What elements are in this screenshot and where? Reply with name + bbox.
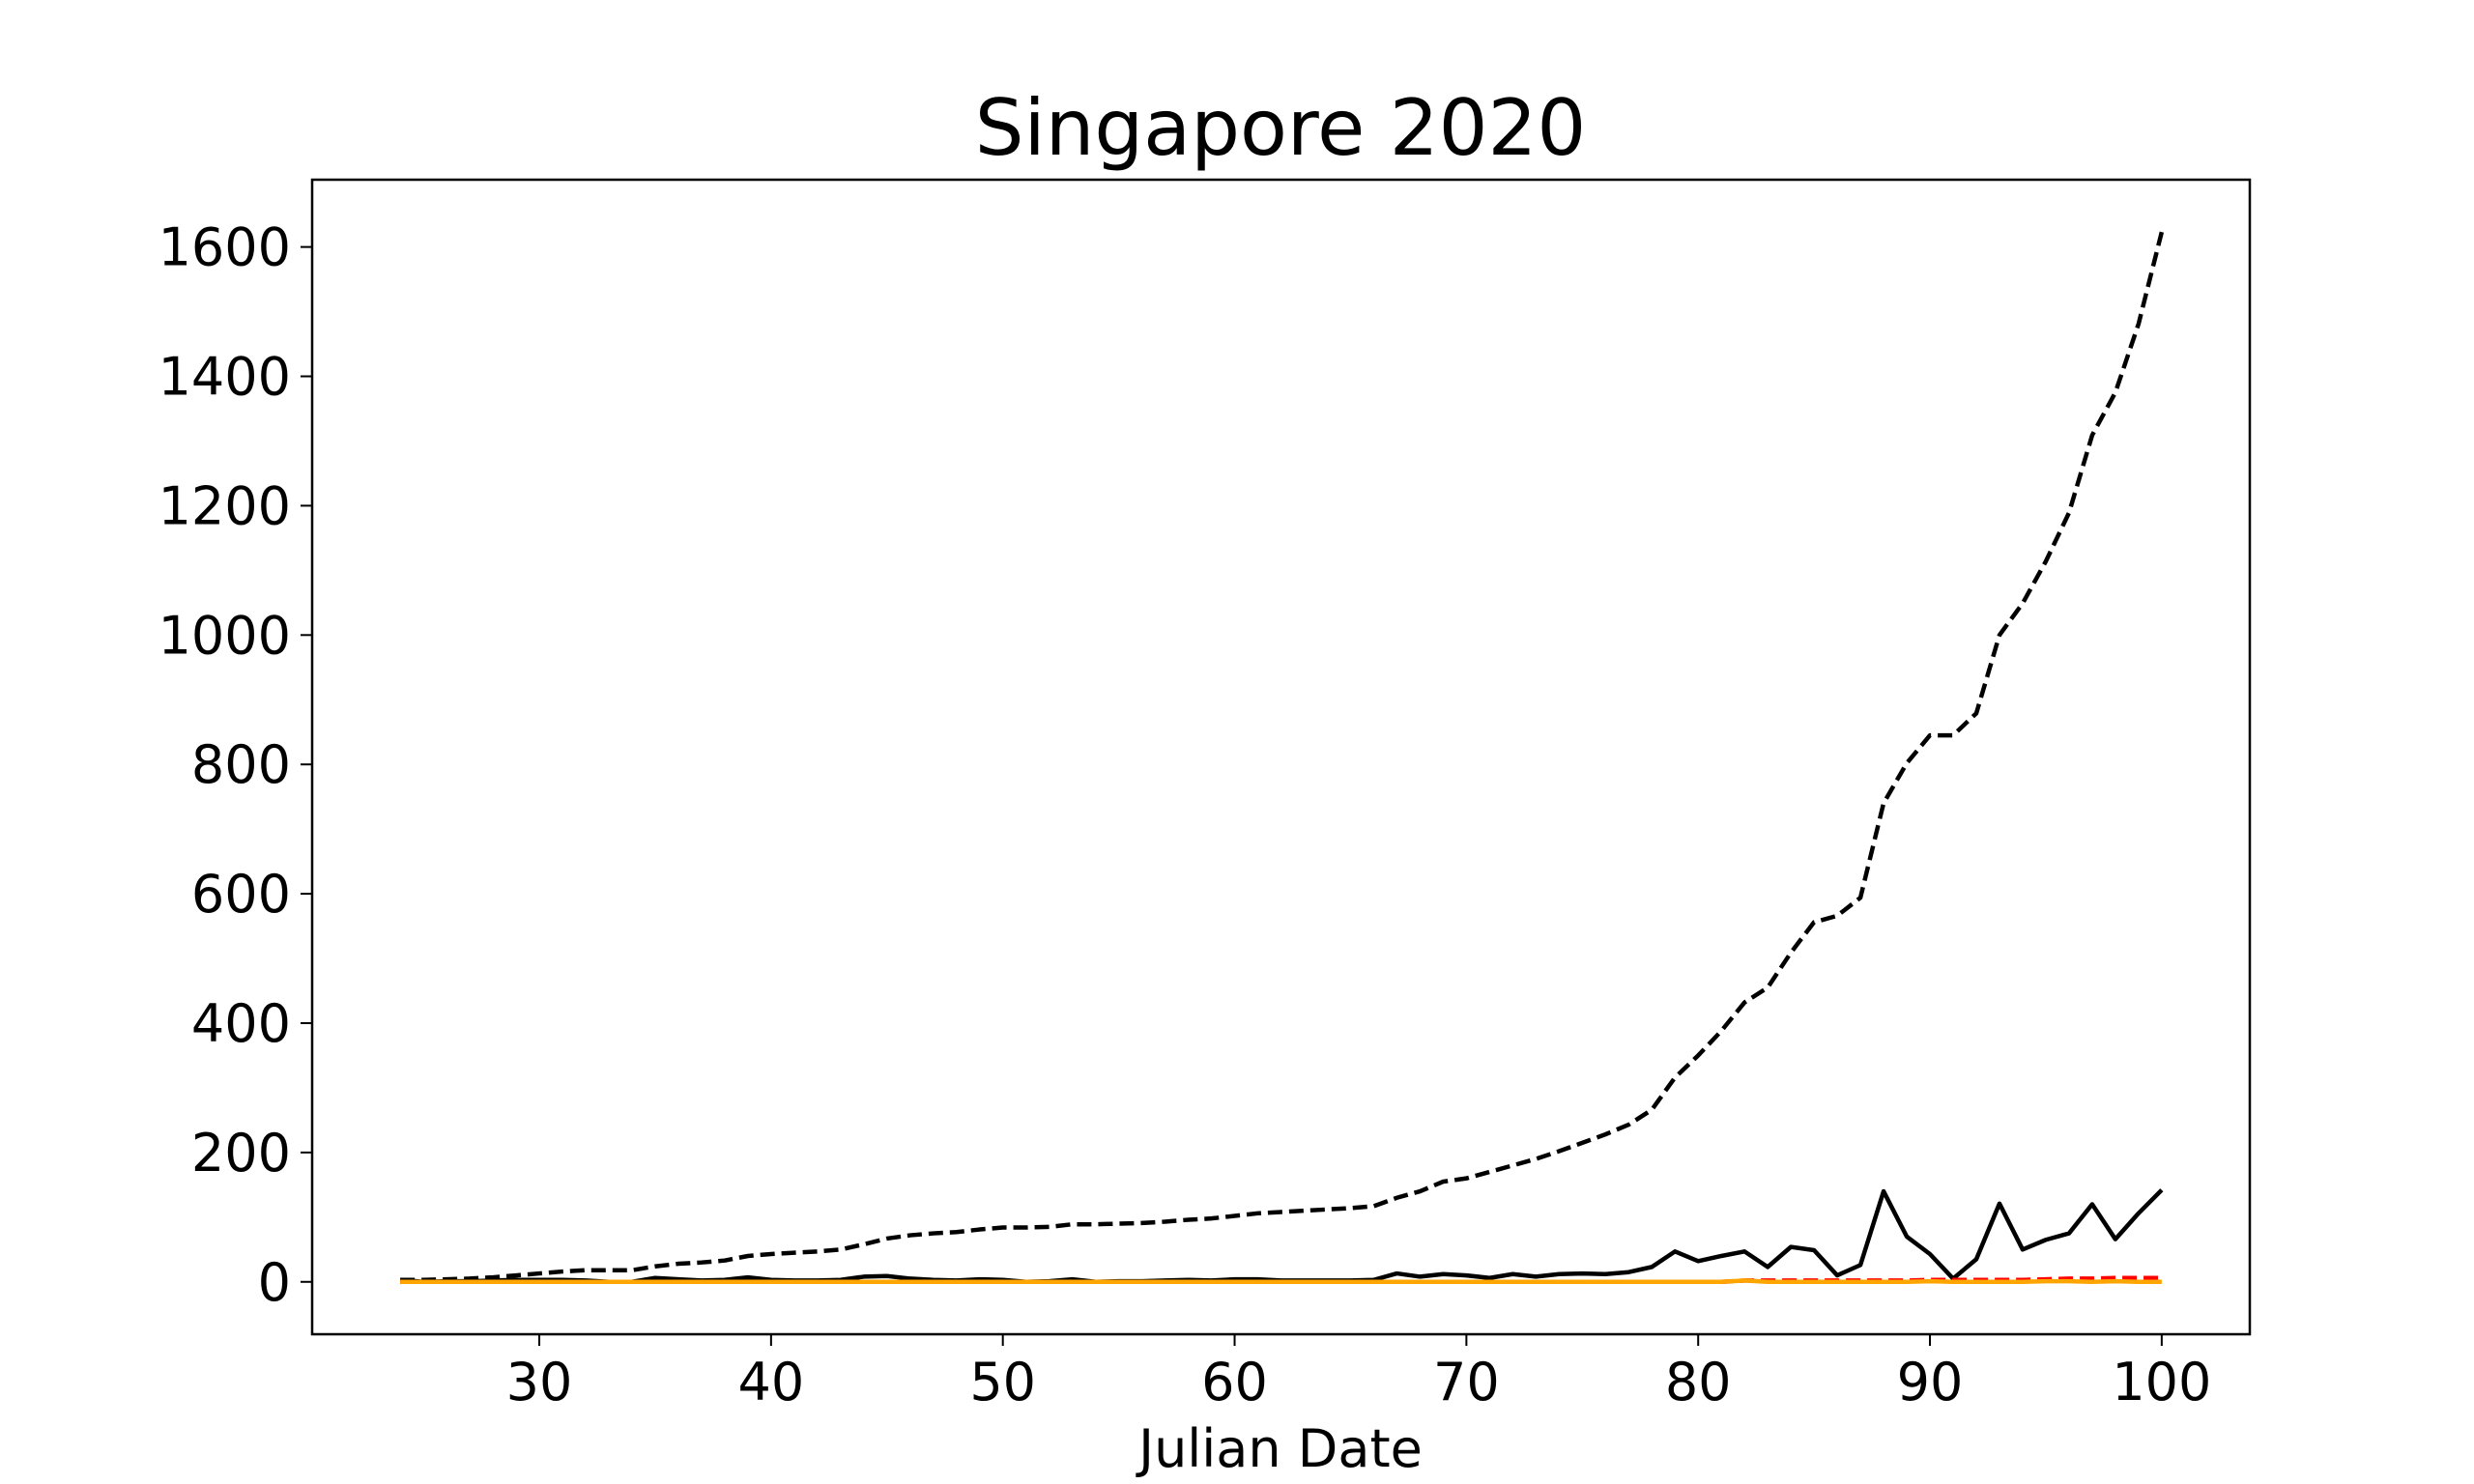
x-tick-label: 80 (1665, 1352, 1732, 1413)
x-tick-label: 40 (738, 1352, 805, 1413)
y-tick-label: 200 (191, 1123, 291, 1184)
plot-frame (310, 178, 2252, 1336)
y-tick-label: 1200 (158, 475, 291, 536)
x-tick-label: 60 (1201, 1352, 1268, 1413)
y-tick-label: 1400 (158, 347, 291, 408)
x-tick-label: 70 (1433, 1352, 1500, 1413)
y-tick-label: 800 (191, 734, 291, 795)
data-line (400, 231, 2165, 1283)
x-tick-label: 90 (1897, 1352, 1964, 1413)
x-tick-label: 50 (969, 1352, 1036, 1413)
x-tick-label: 100 (2112, 1352, 2211, 1413)
y-tick-label: 600 (191, 864, 291, 925)
x-tick-label: 30 (506, 1352, 573, 1413)
chart-title: Singapore 2020 (975, 83, 1587, 173)
y-tick-label: 400 (191, 993, 291, 1054)
y-tick-label: 1600 (158, 217, 291, 278)
data-line (400, 1278, 2162, 1285)
y-tick-label: 0 (258, 1252, 291, 1313)
x-axis-label: Julian Date (1136, 1418, 1423, 1479)
y-tick-label: 1000 (158, 605, 291, 666)
